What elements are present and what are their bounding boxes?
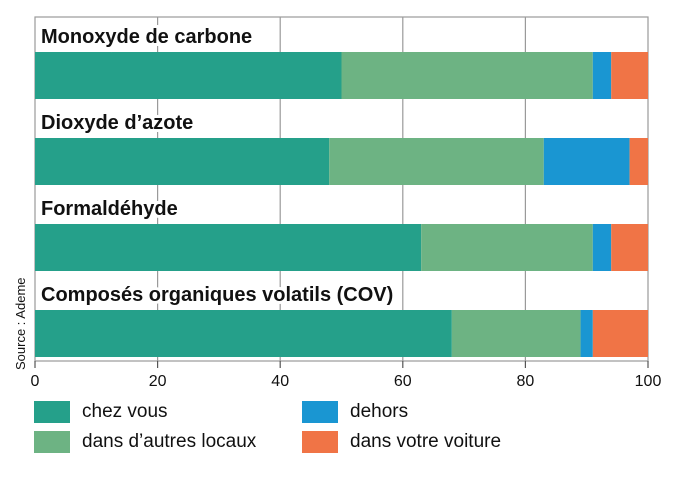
- bar-segment: [592, 52, 612, 99]
- bar-segment: [611, 52, 648, 99]
- legend-label-chez-vous: chez vous: [82, 401, 168, 422]
- bar-segment: [35, 310, 452, 357]
- stacked-bar-chart: Monoxyde de carbone Dioxyde d’azote Formal…: [13, 16, 662, 390]
- bar-segment: [421, 224, 593, 271]
- legend-label-dehors: dehors: [350, 401, 409, 422]
- bar-segment: [592, 310, 648, 357]
- bar-segment: [35, 138, 330, 185]
- bar-segment: [592, 224, 612, 271]
- x-axis: 0 20 40 60 80 100: [31, 361, 662, 390]
- bars: [35, 52, 648, 357]
- legend-swatch-voiture: [302, 431, 338, 453]
- legend-item-autres-locaux: dans d’autres locaux: [34, 430, 256, 454]
- bar-segment: [580, 310, 593, 357]
- bar-segment: [451, 310, 581, 357]
- legend-item-chez-vous: chez vous: [34, 400, 168, 424]
- category-labels: Monoxyde de carbone Dioxyde d’azote Formal…: [38, 23, 396, 309]
- source-label: Source : Ademe: [13, 278, 28, 371]
- x-tick-label: 0: [31, 373, 40, 390]
- x-tick-label: 60: [394, 373, 412, 390]
- bar-segment: [341, 52, 593, 99]
- x-tick-label: 100: [635, 373, 662, 390]
- legend-swatch-dehors: [302, 401, 338, 423]
- legend-label-autres-locaux: dans d’autres locaux: [82, 431, 257, 452]
- category-label: Formaldéhyde: [41, 198, 178, 220]
- x-tick-label: 20: [149, 373, 167, 390]
- legend-swatch-autres-locaux: [34, 431, 70, 453]
- legend-label-voiture: dans votre voiture: [350, 431, 502, 452]
- legend-item-dehors: dehors: [302, 400, 408, 424]
- category-label: Composés organiques volatils (COV): [41, 284, 393, 306]
- bar-segment: [329, 138, 544, 185]
- category-label: Dioxyde d’azote: [41, 112, 193, 134]
- legend-swatch-chez-vous: [34, 401, 70, 423]
- x-tick-label: 40: [271, 373, 289, 390]
- bar-segment: [35, 224, 422, 271]
- legend-item-voiture: dans votre voiture: [302, 430, 501, 454]
- x-tick-label: 80: [517, 373, 535, 390]
- legend: chez vous dans d’autres locaux dehors da…: [34, 398, 654, 462]
- bar-segment: [35, 52, 342, 99]
- bar-segment: [543, 138, 630, 185]
- plot-frame: [34, 16, 649, 362]
- bar-segment: [629, 138, 648, 185]
- bar-segment: [611, 224, 648, 271]
- category-label: Monoxyde de carbone: [41, 26, 252, 48]
